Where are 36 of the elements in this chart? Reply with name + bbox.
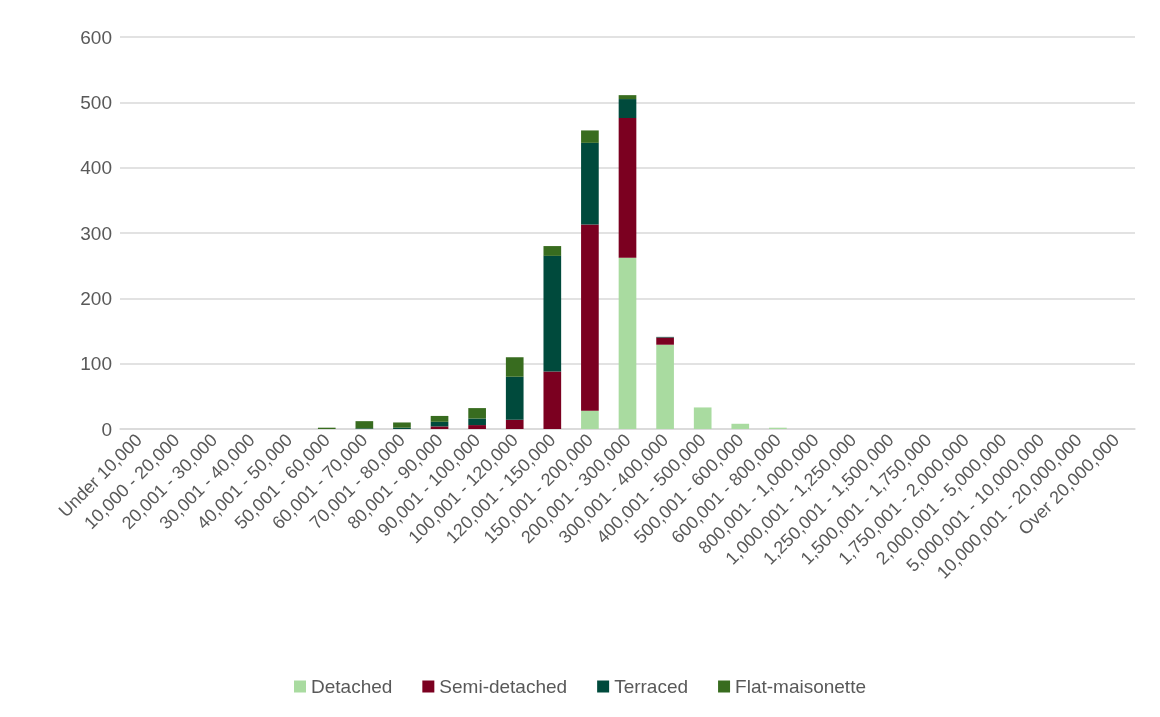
bar <box>618 99 637 119</box>
bar <box>581 142 599 225</box>
bar <box>505 419 524 429</box>
y-tick-label: 600 <box>80 26 112 48</box>
bar <box>543 255 562 372</box>
legend-label: Semi-detached <box>439 676 568 697</box>
bar <box>581 410 599 429</box>
bar <box>618 118 637 258</box>
bar <box>543 371 562 429</box>
bar <box>656 344 674 429</box>
bar <box>468 408 486 419</box>
y-tick-label: 300 <box>80 222 112 244</box>
bar <box>393 422 411 428</box>
legend-label: Detached <box>311 676 393 697</box>
bar <box>656 337 674 345</box>
bar <box>505 376 524 420</box>
legend-label: Flat-maisonette <box>735 676 867 697</box>
bar <box>505 357 524 377</box>
bar <box>430 415 449 422</box>
bar <box>543 246 562 256</box>
bar <box>618 95 637 100</box>
y-tick-label: 400 <box>80 157 112 179</box>
y-tick-label: 0 <box>101 418 112 440</box>
bar <box>731 423 750 429</box>
bar <box>355 421 374 429</box>
bar <box>581 130 599 143</box>
bar <box>468 425 486 429</box>
bar <box>693 407 712 429</box>
y-tick-label: 500 <box>80 91 112 113</box>
bar <box>618 257 637 429</box>
y-tick-label: 100 <box>80 353 112 375</box>
y-tick-label: 200 <box>80 287 112 309</box>
bar <box>430 426 449 429</box>
bar <box>468 418 486 426</box>
bar <box>581 224 599 411</box>
legend-label: Terraced <box>614 676 689 697</box>
